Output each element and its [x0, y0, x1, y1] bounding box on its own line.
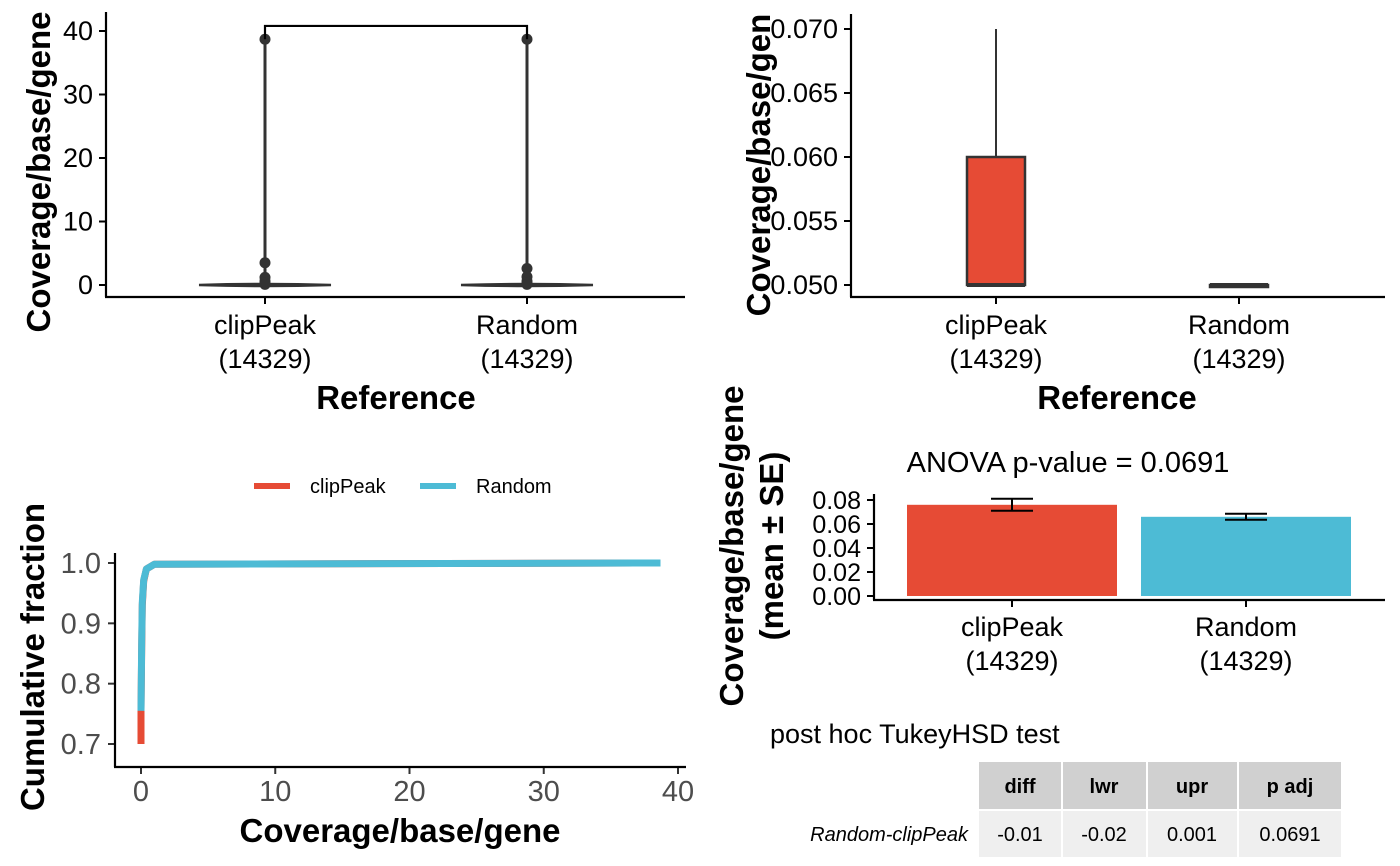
tukey-row-label: Random-clipPeak: [810, 824, 969, 846]
tukey-title: post hoc TukeyHSD test: [770, 719, 1060, 749]
ecdf-ylabel: Cumulative fraction: [14, 503, 51, 811]
ecdf-xlabel: Coverage/base/gene: [240, 812, 561, 849]
bar-ytick-label: 0.02: [812, 559, 861, 587]
violin-ytick-label: 0: [78, 270, 93, 300]
bar-panel: Coverage/base/gene (mean ± SE) ANOVA p-v…: [713, 386, 1385, 707]
box-ytick-label: 0.065: [770, 78, 838, 108]
bar-clippeak: [907, 504, 1117, 596]
violin-ytick-label: 40: [63, 16, 93, 46]
bar-ytick-label: 0.04: [812, 535, 861, 563]
ecdf-ytick-label: 0.8: [61, 669, 101, 701]
violin-significance-bracket: [263, 24, 529, 40]
violin-xtick-label-random: Random: [476, 310, 578, 340]
tukey-row-cell-upr: [1148, 811, 1237, 857]
box-xtick-count-clippeak: (14329): [949, 344, 1042, 374]
ecdf-legend-label-clippeak: clipPeak: [310, 476, 387, 498]
tukey-col-upr: upr: [1176, 776, 1208, 798]
ecdf-legend: clipPeak Random: [254, 476, 552, 498]
violin-xtick-label-clippeak: clipPeak: [214, 310, 317, 340]
box-xtick-label-clippeak: clipPeak: [945, 310, 1048, 340]
tukey-header-cell-diff: [979, 762, 1061, 809]
tukey-col-lwr: lwr: [1090, 776, 1119, 798]
violin-marks: [198, 24, 594, 290]
violin-xlabel: Reference: [316, 379, 476, 416]
ecdf-panel: clipPeak Random Cumulative fraction 0.70…: [14, 476, 694, 849]
violin-ytick-label: 20: [63, 143, 93, 173]
violin-ylabel: Coverage/base/gene: [20, 12, 57, 333]
violin-outlier-point: [259, 278, 271, 290]
box-y-ticks: 0.050 0.055 0.060 0.065 0.070: [770, 14, 851, 300]
box-xlabel: Reference: [1037, 379, 1197, 416]
tukey-row-cell-diff: [979, 811, 1061, 857]
tukey-value-lwr: -0.02: [1081, 824, 1127, 846]
violin-outlier-point: [521, 278, 533, 290]
ecdf-line-random: [137, 559, 661, 711]
bar-ytick-label: 0.00: [812, 583, 861, 611]
tukey-header-cell-upr: [1148, 762, 1237, 809]
box-xtick-count-random: (14329): [1192, 344, 1285, 374]
tukey-header-cell-lwr: [1063, 762, 1146, 809]
violin-xtick-count-clippeak: (14329): [218, 344, 311, 374]
tukey-value-padj: 0.0691: [1259, 824, 1320, 846]
tukey-col-padj: p adj: [1267, 776, 1314, 798]
bar-xtick-label-clippeak: clipPeak: [961, 612, 1064, 642]
ecdf-ytick-label: 1.0: [61, 548, 101, 580]
box-ytick-label: 0.050: [770, 270, 838, 300]
tukey-row-cell-padj: [1239, 811, 1341, 857]
box-ytick-label: 0.060: [770, 142, 838, 172]
tukey-value-upr: 0.001: [1167, 824, 1217, 846]
box-xtick-label-random: Random: [1188, 310, 1290, 340]
bar-y-ticks: 0.000.020.040.060.08: [812, 487, 874, 611]
bar-xtick-count-random: (14329): [1199, 646, 1292, 676]
box-marks: [965, 29, 1270, 289]
ecdf-marks: [137, 559, 661, 744]
ecdf-y-ticks: 0.7 0.8 0.9 1.0: [61, 548, 115, 761]
violin-y-ticks: 0 10 20 30 40: [63, 16, 106, 300]
bar-xtick-count-clippeak: (14329): [965, 646, 1058, 676]
violin-body: [460, 282, 594, 288]
ecdf-line-clippeak: [137, 559, 661, 744]
ecdf-xtick-label: 0: [133, 776, 149, 808]
tukey-value-diff: -0.01: [997, 824, 1043, 846]
ecdf-legend-label-random: Random: [476, 476, 552, 498]
bar-xtick-label-random: Random: [1195, 612, 1297, 642]
bar-ylabel-line1: Coverage/base/gene: [713, 386, 750, 707]
violin-outlier-point: [521, 262, 533, 274]
ecdf-xtick-label: 40: [662, 776, 694, 808]
ecdf-xtick-label: 10: [259, 776, 291, 808]
box-ylabel: Coverage/base/gen: [740, 14, 777, 317]
ecdf-xtick-label: 20: [393, 776, 425, 808]
bar-random: [1141, 516, 1351, 596]
ecdf-x-ticks: 0 10 20 30 40: [133, 767, 694, 808]
ecdf-ytick-label: 0.9: [61, 608, 101, 640]
violin-panel: Coverage/base/gene 0 10 20 30 40 clipPeak (1…: [20, 12, 685, 416]
violin-ytick-label: 30: [63, 80, 93, 110]
tukey-row-cell-lwr: [1063, 811, 1146, 857]
box-ytick-label: 0.070: [770, 14, 838, 44]
ecdf-ytick-label: 0.7: [61, 729, 101, 761]
box-ytick-label: 0.055: [770, 206, 838, 236]
box-body: [965, 155, 1027, 287]
bar-title: ANOVA p-value = 0.0691: [907, 447, 1230, 479]
bar-marks: [907, 497, 1351, 596]
bar-ytick-label: 0.06: [812, 511, 861, 539]
tukey-header-cell-padj: [1239, 762, 1341, 809]
violin-ytick-label: 10: [63, 207, 93, 237]
tukey-table: post hoc TukeyHSD test diff lwr upr p ad…: [770, 719, 1341, 857]
violin-xtick-count-random: (14329): [480, 344, 573, 374]
tukey-col-diff: diff: [1004, 776, 1035, 798]
bar-ylabel-line2: (mean ± SE): [753, 452, 790, 641]
ecdf-xtick-label: 30: [528, 776, 560, 808]
bar-ytick-label: 0.08: [812, 487, 861, 515]
violin-body: [198, 282, 332, 288]
box-panel: Coverage/base/gen 0.0500.0550.0600.0650.…: [740, 14, 1385, 416]
violin-outlier-point: [259, 257, 271, 269]
